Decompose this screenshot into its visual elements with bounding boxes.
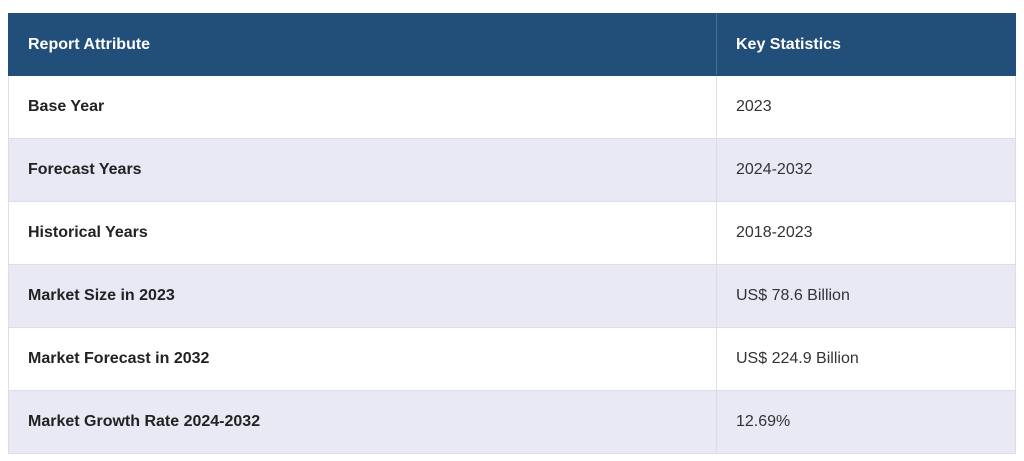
attribute-cell: Market Size in 2023 [8,264,717,328]
statistic-cell: US$ 78.6 Billion [716,264,1016,328]
attribute-cell: Historical Years [8,201,717,265]
stats-table: Report Attribute Key Statistics Base Yea… [8,13,1016,454]
table-row: Market Growth Rate 2024-2032 12.69% [8,390,1016,454]
table-header: Report Attribute Key Statistics [8,13,1016,76]
statistic-cell: 12.69% [716,390,1016,454]
table-body: Base Year 2023 Forecast Years 2024-2032 Hist… [8,75,1016,454]
table-row: Market Forecast in 2032 US$ 224.9 Billion [8,327,1016,391]
statistic-cell: 2018-2023 [716,201,1016,265]
header-cell: Report Attribute [8,13,717,76]
header-cell: Key Statistics [716,13,1016,76]
statistic-cell: US$ 224.9 Billion [716,327,1016,391]
statistic-cell: 2023 [716,75,1016,139]
statistic-cell: 2024-2032 [716,138,1016,202]
table-row: Base Year 2023 [8,75,1016,139]
attribute-cell: Market Forecast in 2032 [8,327,717,391]
header-row: Report Attribute Key Statistics [8,13,1016,76]
attribute-cell: Forecast Years [8,138,717,202]
table-row: Forecast Years 2024-2032 [8,138,1016,202]
attribute-cell: Base Year [8,75,717,139]
table-row: Market Size in 2023 US$ 78.6 Billion [8,264,1016,328]
attribute-cell: Market Growth Rate 2024-2032 [8,390,717,454]
table-row: Historical Years 2018-2023 [8,201,1016,265]
